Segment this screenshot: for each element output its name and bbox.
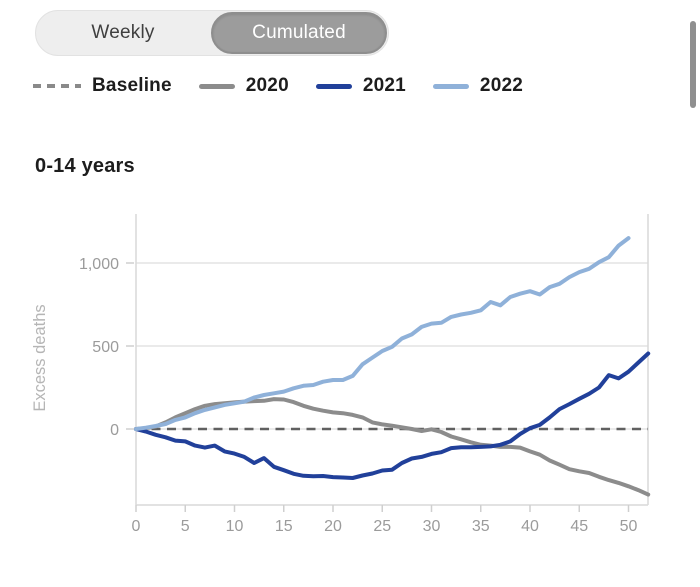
y-tick-label: 0 — [110, 422, 119, 439]
x-tick-label: 35 — [472, 518, 490, 535]
axis-frame — [135, 214, 649, 506]
legend-item-2021: 2021 — [315, 75, 406, 97]
series-line-2021[interactable] — [134, 351, 651, 480]
toggle-option-cumulated[interactable]: Cumulated — [211, 12, 387, 54]
legend-label: 2020 — [245, 75, 289, 96]
toggle-option-weekly[interactable]: Weekly — [91, 22, 155, 43]
legend-label: 2021 — [362, 75, 406, 96]
legend-item-2020: 2020 — [198, 75, 289, 97]
view-toggle[interactable]: Weekly Cumulated — [35, 10, 389, 56]
series-lines — [134, 236, 651, 497]
y-tick-label: 500 — [92, 339, 119, 356]
x-axis-ticks: 0 5 10 15 20 25 30 35 40 45 50 — [132, 505, 638, 535]
legend-label: Baseline — [92, 75, 172, 96]
y-axis-label-group: Excess deaths — [31, 304, 49, 411]
x-tick-label: 50 — [620, 518, 638, 535]
line-swatch-icon — [432, 83, 469, 89]
chart-area: 0 500 1,000 0 5 10 15 20 25 30 35 40 45 50 Excess deat… — [0, 200, 700, 545]
x-tick-label: 20 — [324, 518, 342, 535]
line-swatch-icon — [315, 83, 352, 89]
y-axis-label: Excess deaths — [31, 304, 49, 411]
x-tick-label: 45 — [570, 518, 588, 535]
x-tick-label: 30 — [423, 518, 441, 535]
x-tick-label: 40 — [521, 518, 539, 535]
legend-item-baseline: Baseline — [33, 75, 172, 97]
x-tick-label: 5 — [181, 518, 190, 535]
series-line-2022[interactable] — [134, 236, 631, 431]
legend-item-2022: 2022 — [432, 75, 523, 97]
y-tick-label: 1,000 — [79, 256, 119, 273]
x-tick-label: 0 — [132, 518, 141, 535]
y-grid: 0 500 1,000 — [79, 256, 648, 439]
x-tick-label: 10 — [226, 518, 244, 535]
scrollbar-thumb[interactable] — [690, 21, 696, 108]
legend-label: 2022 — [479, 75, 523, 96]
chart-legend: Baseline 2020 2021 2022 — [33, 74, 523, 98]
x-tick-label: 15 — [275, 518, 293, 535]
line-swatch-icon — [198, 83, 235, 89]
x-tick-label: 25 — [373, 518, 391, 535]
section-title: 0-14 years — [35, 155, 135, 177]
series-line-2020[interactable] — [134, 397, 651, 497]
dashed-line-swatch-icon — [33, 84, 81, 88]
excess-deaths-chart: 0 500 1,000 0 5 10 15 20 25 30 35 40 45 50 Excess deat… — [31, 214, 651, 535]
